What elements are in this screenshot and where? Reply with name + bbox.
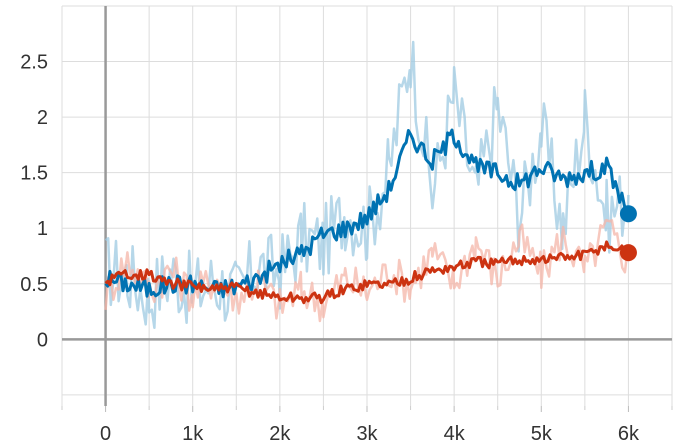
x-tick-label: 2k [269, 423, 291, 445]
series-red-line [104, 240, 630, 305]
y-tick-label: 2 [37, 107, 48, 129]
y-tick-label: 0.5 [20, 274, 48, 296]
x-tick-label: 4k [444, 423, 466, 445]
series-red-end-point[interactable] [619, 244, 637, 262]
y-tick-label: 1.5 [20, 163, 48, 185]
grid [61, 5, 673, 406]
series-blue-line [104, 128, 629, 299]
y-tick-label: 0 [37, 329, 48, 351]
series-layer [104, 40, 630, 330]
y-tick-label: 1 [37, 218, 48, 240]
y-tick-label: 2.5 [20, 52, 48, 74]
x-tick-label: 1k [182, 423, 204, 445]
series-red-raw-line [104, 218, 630, 323]
x-tick-label: 0 [100, 423, 111, 445]
series-blue-end-point[interactable] [619, 205, 637, 223]
axes [62, 6, 672, 406]
x-tick-label: 5k [531, 423, 553, 445]
x-tick-label: 6k [618, 423, 640, 445]
x-tick-label: 3k [356, 423, 378, 445]
y-axis-ticks: 0 0.5 1 1.5 2 2.5 [20, 52, 48, 352]
x-axis-ticks: 0 1k 2k 3k 4k 5k 6k [61, 406, 673, 445]
